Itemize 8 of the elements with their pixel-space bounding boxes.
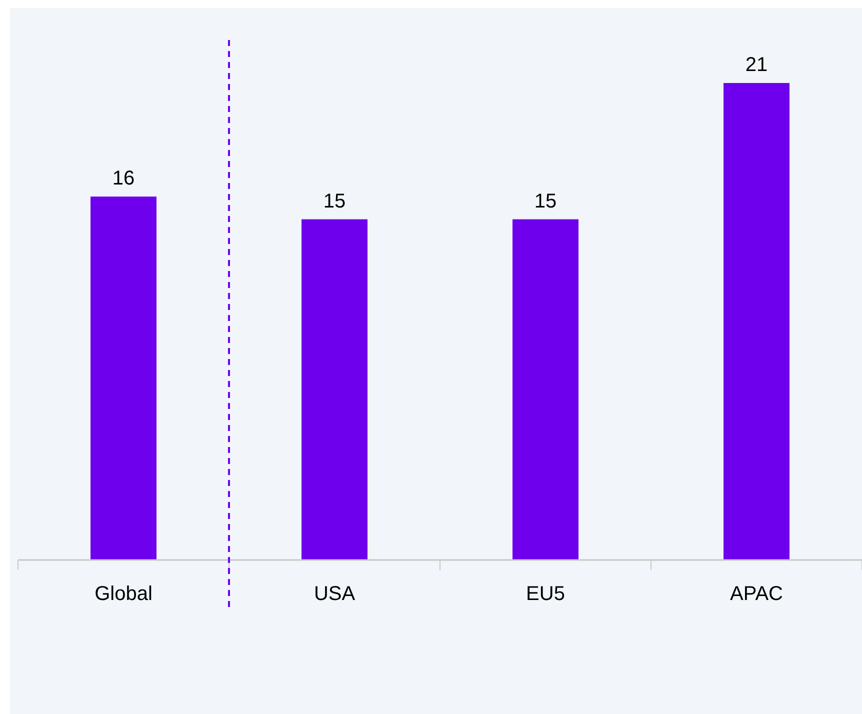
x-tick-label: APAC <box>730 583 783 605</box>
data-label: 15 <box>534 190 557 212</box>
data-label: 21 <box>745 54 768 76</box>
data-label: 15 <box>323 190 346 212</box>
x-tick-label: EU5 <box>526 583 565 605</box>
x-tick-label: Global <box>94 583 152 605</box>
x-tick-label: USA <box>314 583 356 605</box>
data-label: 16 <box>112 168 135 190</box>
